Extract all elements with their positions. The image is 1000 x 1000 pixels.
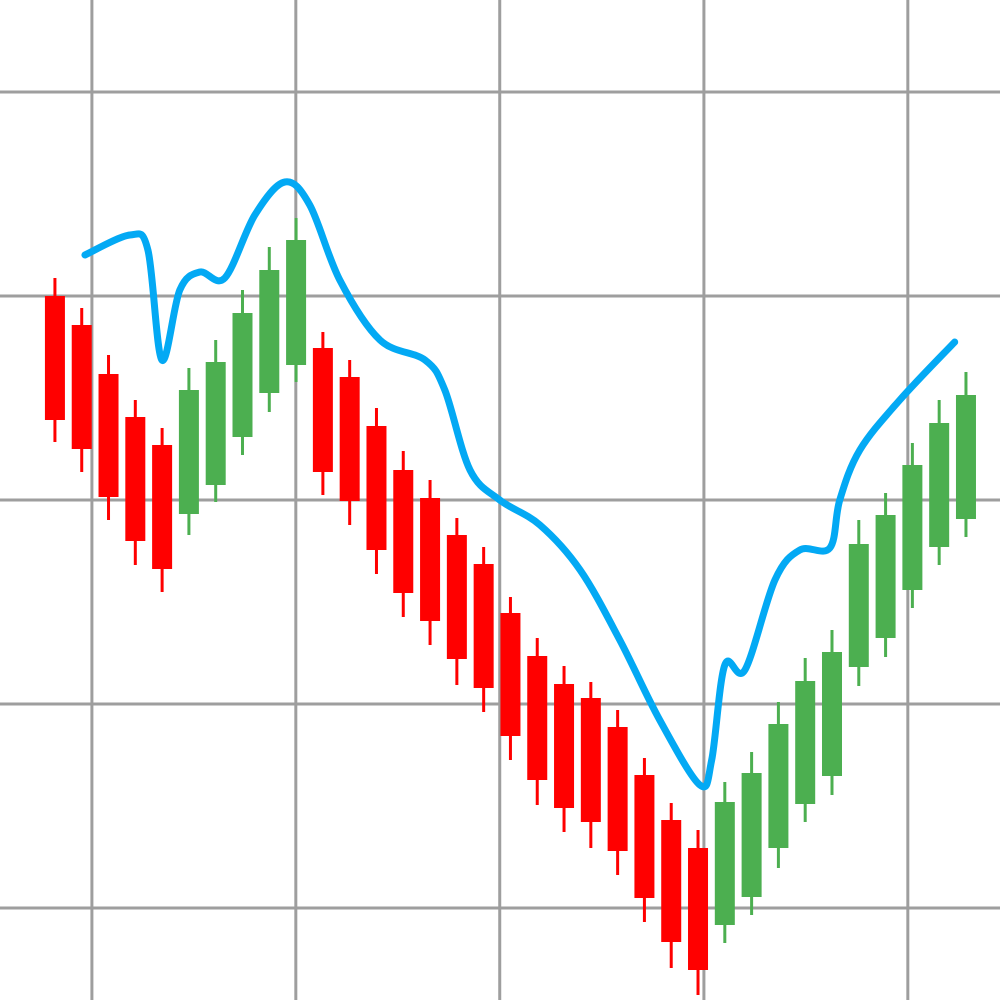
candle-up — [741, 752, 762, 915]
candle-body — [473, 564, 494, 688]
candle-body — [607, 727, 628, 851]
candle-body — [339, 377, 360, 501]
candle-down — [554, 666, 575, 832]
candle-up — [955, 372, 976, 537]
candle-down — [527, 638, 548, 805]
candle-body — [955, 395, 976, 519]
candle-up — [232, 290, 253, 455]
candle-down — [500, 597, 521, 760]
candle-down — [634, 758, 655, 922]
candle-up — [848, 520, 869, 686]
candle-down — [688, 830, 709, 995]
candle-body — [420, 498, 441, 621]
candle-body — [634, 775, 655, 898]
candle-body — [580, 698, 601, 822]
candle-body — [795, 681, 816, 804]
candle-up — [768, 702, 789, 868]
candle-body — [259, 270, 280, 393]
candle-body — [714, 802, 735, 925]
candle-down — [44, 278, 65, 442]
candle-body — [232, 313, 253, 437]
candle-down — [98, 355, 119, 520]
candle-body — [741, 773, 762, 897]
candle-body — [44, 296, 65, 420]
candle-body — [393, 470, 414, 593]
candle-body — [178, 390, 199, 514]
candle-down — [339, 360, 360, 525]
moving-average-line — [81, 178, 959, 791]
candle-up — [259, 247, 280, 412]
candle-up — [178, 368, 199, 535]
candle-body — [527, 656, 548, 780]
candle-up — [286, 218, 307, 382]
candle-up — [205, 340, 226, 502]
candle-down — [152, 428, 173, 592]
candle-down — [393, 451, 414, 617]
candle-up — [714, 782, 735, 943]
candle-body — [286, 240, 307, 365]
candle-down — [312, 332, 333, 495]
candle-up — [902, 443, 923, 608]
candle-body — [125, 417, 146, 541]
candle-body — [768, 724, 789, 848]
candles — [44, 218, 976, 995]
candle-body — [661, 820, 682, 942]
candle-body — [688, 848, 709, 970]
candle-body — [902, 465, 923, 590]
candle-up — [875, 493, 896, 657]
candle-body — [848, 544, 869, 667]
candle-down — [366, 408, 387, 574]
candle-body — [98, 374, 119, 497]
candle-body — [929, 423, 950, 547]
candle-up — [929, 400, 950, 565]
candle-down — [420, 480, 441, 645]
candle-up — [821, 630, 842, 795]
candle-down — [473, 547, 494, 712]
candle-body — [366, 426, 387, 550]
candle-body — [71, 325, 92, 449]
candle-down — [125, 400, 146, 565]
candle-down — [580, 682, 601, 848]
candle-body — [312, 348, 333, 472]
candle-body — [554, 684, 575, 808]
candle-up — [795, 658, 816, 822]
candle-body — [875, 515, 896, 638]
candle-down — [71, 308, 92, 472]
candle-body — [152, 445, 173, 569]
candle-down — [607, 710, 628, 875]
candle-down — [446, 518, 467, 685]
candle-body — [205, 362, 226, 485]
candle-body — [500, 613, 521, 736]
candle-down — [661, 803, 682, 968]
moving-average — [81, 178, 959, 791]
candle-body — [446, 535, 467, 659]
candle-body — [821, 652, 842, 776]
